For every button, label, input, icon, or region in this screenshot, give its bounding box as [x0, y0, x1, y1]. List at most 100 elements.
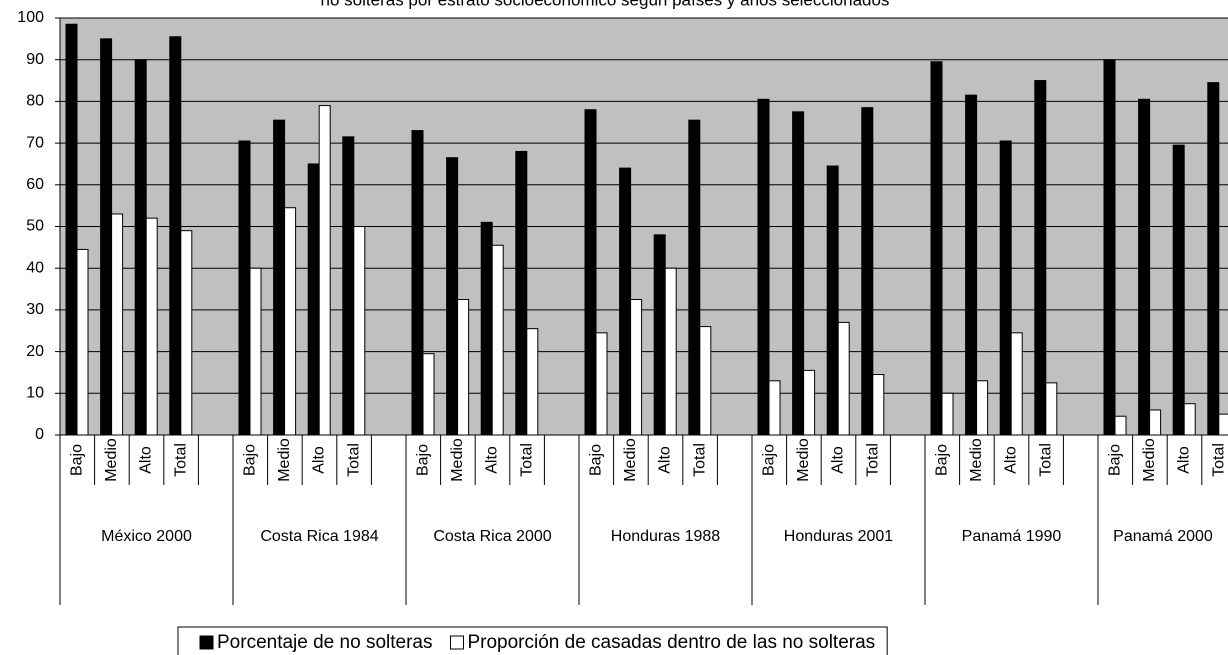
bar: [595, 332, 608, 436]
x-tick-label: Medio: [276, 438, 293, 482]
y-tick-label: 10: [26, 385, 44, 402]
x-tick-label: Alto: [484, 446, 501, 474]
bar: [180, 230, 193, 436]
x-tick-label: Alto: [830, 446, 847, 474]
bar: [999, 140, 1012, 436]
x-tick-label: Medio: [795, 438, 812, 482]
x-tick-label: Medio: [1141, 438, 1158, 482]
bar: [307, 163, 320, 436]
bar: [100, 38, 113, 436]
bar: [872, 374, 885, 436]
bar: [664, 267, 677, 436]
x-tick-label: Total: [518, 443, 535, 477]
x-tick-label: Alto: [138, 446, 155, 474]
y-tick-label: 100: [17, 9, 44, 26]
x-tick-label: Medio: [449, 438, 466, 482]
bar: [1045, 382, 1058, 436]
bar: [965, 94, 978, 436]
bar: [757, 98, 770, 436]
y-tick-label: 90: [26, 51, 44, 68]
y-tick-label: 20: [26, 343, 44, 360]
x-tick-label: Medio: [103, 438, 120, 482]
legend-box: [177, 626, 888, 655]
y-tick-label: 70: [26, 134, 44, 151]
bar: [515, 150, 528, 436]
bar: [353, 226, 366, 436]
bar: [526, 328, 539, 436]
group-label: Costa Rica 1984: [260, 528, 378, 545]
bar: [457, 298, 470, 436]
bar: [111, 213, 124, 436]
bar: [1183, 403, 1196, 436]
legend-swatch: [449, 635, 464, 650]
y-tick-label: 0: [35, 426, 44, 443]
x-tick-label: Total: [691, 443, 708, 477]
x-tick-label: Alto: [657, 446, 674, 474]
bar: [630, 298, 643, 436]
bar: [837, 321, 850, 436]
bar: [861, 107, 874, 436]
legend: Porcentaje de no solteras Proporción de c…: [177, 626, 888, 655]
bar: [699, 326, 712, 436]
bar: [1172, 144, 1185, 436]
bar: [273, 119, 286, 436]
bar: [145, 217, 158, 436]
bar: [1218, 413, 1228, 436]
bar: [584, 109, 597, 436]
chart-title: no solteras por estrato socioeconómico s…: [321, 0, 890, 9]
bar: [1207, 82, 1220, 436]
x-tick-label: Bajo: [69, 444, 86, 476]
x-tick-label: Bajo: [1107, 444, 1124, 476]
y-tick-label: 30: [26, 301, 44, 318]
y-tick-label: 40: [26, 259, 44, 276]
x-tick-label: Bajo: [761, 444, 778, 476]
y-tick-label: 50: [26, 218, 44, 235]
x-tick-label: Total: [172, 443, 189, 477]
group-label: Panamá 1990: [962, 528, 1062, 545]
bar: [1114, 415, 1127, 436]
bar: [249, 267, 262, 436]
x-tick-label: Bajo: [242, 444, 259, 476]
x-tick-label: Bajo: [934, 444, 951, 476]
x-tick-label: Alto: [1003, 446, 1020, 474]
x-tick-label: Alto: [1176, 446, 1193, 474]
group-label: Costa Rica 2000: [433, 528, 551, 545]
legend-label: Porcentaje de no solteras: [217, 632, 432, 653]
x-tick-label: Medio: [622, 438, 639, 482]
group-label: Honduras 2001: [784, 528, 894, 545]
x-tick-label: Total: [1210, 443, 1227, 477]
bar: [284, 207, 297, 436]
legend-swatch: [199, 635, 214, 650]
x-tick-label: Total: [1037, 443, 1054, 477]
bar: [422, 353, 435, 436]
bar: [318, 105, 331, 436]
x-tick-label: Medio: [968, 438, 985, 482]
bar: [803, 369, 816, 436]
group-label: México 2000: [101, 528, 192, 545]
bar: [976, 380, 989, 436]
bar: [826, 165, 839, 436]
bar: [1103, 59, 1116, 436]
group-label: Honduras 1988: [611, 528, 721, 545]
x-tick-label: Total: [864, 443, 881, 477]
bar: [1138, 98, 1151, 436]
bar: [65, 23, 78, 436]
bar: [446, 157, 459, 436]
bar: [491, 244, 504, 436]
bar: [941, 392, 954, 436]
bar: [1034, 80, 1047, 436]
bar: [1010, 332, 1023, 436]
bar: [653, 234, 666, 436]
x-tick-label: Total: [345, 443, 362, 477]
bar: [930, 61, 943, 436]
x-tick-label: Alto: [311, 446, 328, 474]
bar: [1149, 409, 1162, 436]
bar: [619, 167, 632, 436]
bar: [688, 119, 701, 436]
bar: [342, 136, 355, 436]
x-tick-label: Bajo: [588, 444, 605, 476]
bar: [480, 221, 493, 436]
bar: [768, 380, 781, 436]
x-tick-label: Bajo: [415, 444, 432, 476]
